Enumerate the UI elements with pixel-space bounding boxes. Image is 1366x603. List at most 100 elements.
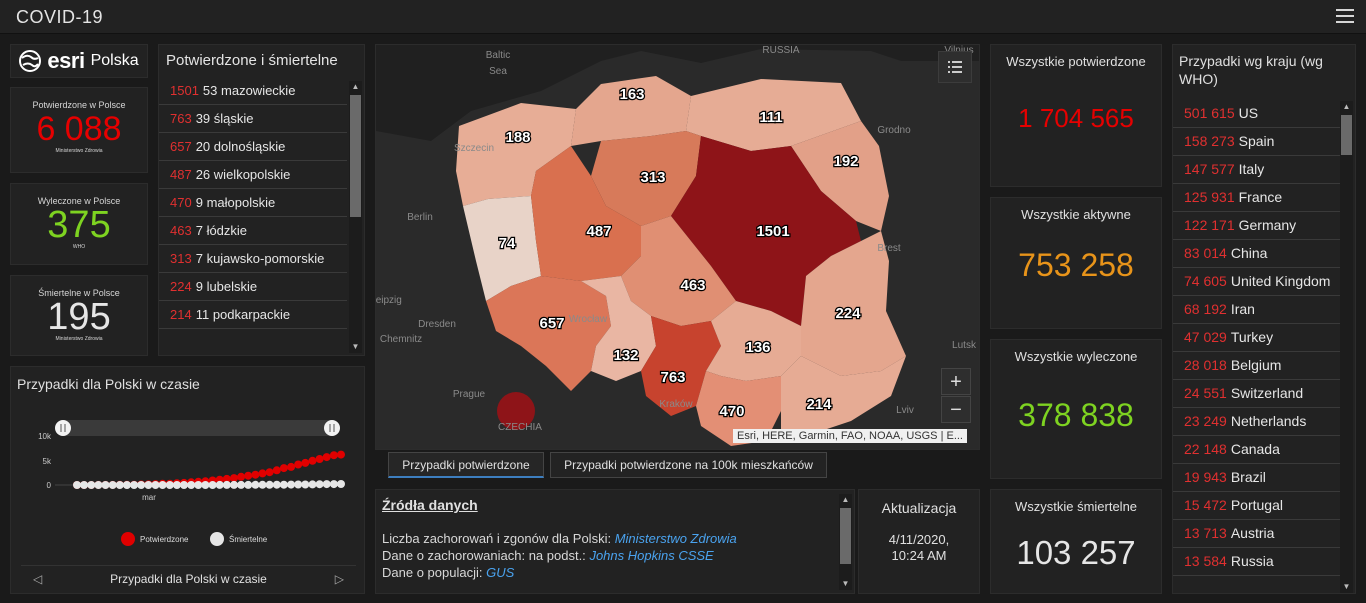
confirmed-point[interactable] bbox=[287, 462, 296, 471]
scroll-down-icon[interactable]: ▼ bbox=[841, 579, 850, 588]
scroll-up-icon[interactable]: ▲ bbox=[1342, 102, 1351, 111]
range-handle-right[interactable] bbox=[324, 420, 340, 436]
deaths-point[interactable] bbox=[151, 481, 160, 489]
confirmed-point[interactable] bbox=[230, 474, 238, 483]
country-row[interactable]: 47 029 Turkey bbox=[1173, 324, 1340, 352]
region-pomorskie[interactable] bbox=[571, 76, 691, 146]
chevron-left-icon[interactable]: ◁ bbox=[33, 572, 43, 586]
region-opolskie[interactable] bbox=[581, 276, 656, 381]
deaths-point[interactable] bbox=[265, 480, 274, 489]
deaths-point[interactable] bbox=[137, 481, 146, 489]
country-row[interactable]: 83 014 China bbox=[1173, 240, 1340, 268]
deaths-point[interactable] bbox=[87, 481, 96, 489]
confirmed-point[interactable] bbox=[279, 464, 288, 473]
deaths-point[interactable] bbox=[80, 481, 89, 489]
range-handle-left[interactable] bbox=[55, 420, 71, 436]
deaths-point[interactable] bbox=[108, 481, 117, 489]
province-row[interactable]: 657 20 dolnośląskie bbox=[159, 133, 347, 161]
sources-scrollbar[interactable]: ▲ ▼ bbox=[839, 494, 852, 590]
source-link-gus[interactable]: GUS bbox=[486, 565, 515, 580]
deaths-point[interactable] bbox=[94, 481, 103, 489]
legend-confirmed[interactable]: Potwierdzone bbox=[121, 532, 189, 546]
country-row[interactable]: 23 249 Netherlands bbox=[1173, 408, 1340, 436]
scroll-thumb[interactable] bbox=[1341, 115, 1352, 155]
time-chart[interactable]: 10k 5k 0 mar Potwierdzone Śmiertelne bbox=[11, 367, 366, 567]
poland-map[interactable]: Baltic Sea RUSSIA Vilnius Szczecin Grodno Berl… bbox=[376, 45, 980, 450]
country-row[interactable]: 122 171 Germany bbox=[1173, 212, 1340, 240]
region-podlaskie[interactable] bbox=[791, 121, 889, 231]
legend-deaths[interactable]: Śmiertelne bbox=[210, 532, 268, 546]
country-list[interactable]: 501 615 US 158 273 Spain 147 577 Italy 125 931… bbox=[1173, 100, 1340, 576]
province-row[interactable]: 470 9 małopolskie bbox=[159, 189, 347, 217]
deaths-point[interactable] bbox=[237, 480, 246, 489]
deaths-point[interactable] bbox=[73, 481, 81, 489]
deaths-point[interactable] bbox=[308, 480, 317, 489]
province-row[interactable]: 1501 53 mazowieckie bbox=[159, 77, 347, 105]
deaths-point[interactable] bbox=[122, 481, 131, 489]
confirmed-point[interactable] bbox=[222, 474, 231, 483]
country-scrollbar[interactable]: ▲ ▼ bbox=[1340, 101, 1353, 593]
confirmed-point[interactable] bbox=[251, 470, 260, 479]
scroll-up-icon[interactable]: ▲ bbox=[351, 82, 360, 91]
deaths-point[interactable] bbox=[251, 480, 260, 489]
province-row[interactable]: 214 11 podkarpackie bbox=[159, 301, 347, 329]
map-marker-czechia[interactable] bbox=[497, 392, 535, 430]
deaths-point[interactable] bbox=[180, 481, 188, 489]
confirmed-point[interactable] bbox=[337, 450, 345, 459]
country-row[interactable]: 13 584 Russia bbox=[1173, 548, 1340, 576]
deaths-point[interactable] bbox=[258, 480, 267, 489]
confirmed-point[interactable] bbox=[265, 468, 274, 477]
country-row[interactable]: 501 615 US bbox=[1173, 100, 1340, 128]
legend-list-button[interactable] bbox=[938, 51, 972, 83]
region-lodzkie[interactable] bbox=[621, 216, 736, 326]
country-row[interactable]: 19 943 Brazil bbox=[1173, 464, 1340, 492]
province-row[interactable]: 313 7 kujawsko-pomorskie bbox=[159, 245, 347, 273]
region-dolnoslaskie[interactable] bbox=[486, 276, 611, 391]
region-lubelskie[interactable] bbox=[801, 231, 906, 376]
province-scrollbar[interactable]: ▲ ▼ bbox=[349, 81, 362, 353]
country-row[interactable]: 147 577 Italy bbox=[1173, 156, 1340, 184]
confirmed-point[interactable] bbox=[272, 466, 281, 475]
confirmed-point[interactable] bbox=[329, 451, 338, 460]
country-row[interactable]: 22 148 Canada bbox=[1173, 436, 1340, 464]
deaths-point[interactable] bbox=[215, 480, 224, 489]
scroll-down-icon[interactable]: ▼ bbox=[351, 342, 360, 351]
country-row[interactable]: 28 018 Belgium bbox=[1173, 352, 1340, 380]
deaths-point[interactable] bbox=[287, 480, 296, 489]
chevron-right-icon[interactable]: ▷ bbox=[334, 572, 344, 586]
region-kujawsko-pomorskie[interactable] bbox=[591, 131, 701, 226]
scroll-thumb[interactable] bbox=[350, 95, 361, 217]
province-row[interactable]: 463 7 łódzkie bbox=[159, 217, 347, 245]
deaths-point[interactable] bbox=[144, 481, 153, 489]
confirmed-point[interactable] bbox=[258, 469, 267, 478]
province-row[interactable]: 487 26 wielkopolskie bbox=[159, 161, 347, 189]
deaths-point[interactable] bbox=[187, 481, 196, 489]
province-row[interactable]: 763 39 śląskie bbox=[159, 105, 347, 133]
confirmed-point[interactable] bbox=[322, 453, 331, 462]
tab-confirmed[interactable]: Przypadki potwierdzone bbox=[388, 452, 544, 478]
map-attribution[interactable]: Esri, HERE, Garmin, FAO, NOAA, USGS | E.… bbox=[733, 429, 967, 443]
deaths-point[interactable] bbox=[301, 480, 310, 489]
tab-confirmed-per-100k[interactable]: Przypadki potwierdzone na 100k mieszkańc… bbox=[550, 452, 827, 478]
deaths-point[interactable] bbox=[130, 481, 139, 489]
deaths-point[interactable] bbox=[222, 480, 231, 489]
menu-icon[interactable] bbox=[1336, 8, 1354, 24]
deaths-point[interactable] bbox=[101, 481, 110, 489]
deaths-point[interactable] bbox=[294, 480, 303, 489]
zoom-in-button[interactable]: + bbox=[941, 368, 971, 395]
region-wielkopolskie[interactable] bbox=[531, 146, 641, 281]
region-zachodniopomorskie[interactable] bbox=[456, 103, 576, 206]
deaths-point[interactable] bbox=[172, 481, 181, 489]
deaths-point[interactable] bbox=[329, 480, 338, 489]
province-row[interactable]: 224 9 lubelskie bbox=[159, 273, 347, 301]
confirmed-point[interactable] bbox=[308, 456, 317, 465]
map-panel[interactable]: Baltic Sea RUSSIA Vilnius Szczecin Grodno Berl… bbox=[375, 44, 980, 450]
deaths-point[interactable] bbox=[115, 481, 124, 489]
region-lubuskie[interactable] bbox=[463, 196, 541, 301]
scroll-up-icon[interactable]: ▲ bbox=[841, 495, 850, 504]
deaths-point[interactable] bbox=[315, 480, 324, 489]
country-row[interactable]: 13 713 Austria bbox=[1173, 520, 1340, 548]
country-row[interactable]: 74 605 United Kingdom bbox=[1173, 268, 1340, 296]
deaths-point[interactable] bbox=[201, 481, 210, 489]
country-row[interactable]: 24 551 Switzerland bbox=[1173, 380, 1340, 408]
